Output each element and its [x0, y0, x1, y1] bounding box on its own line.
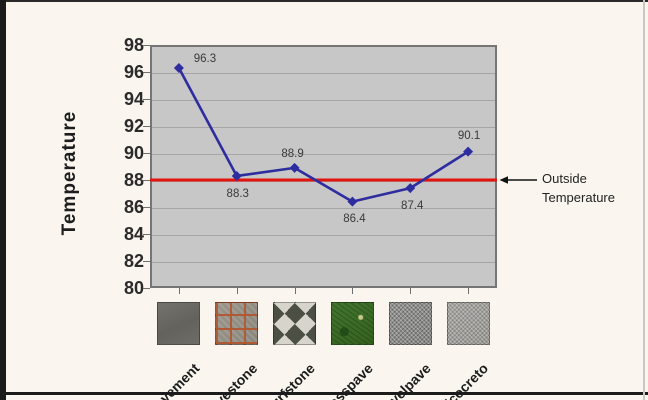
y-tick-label: 92 [123, 116, 144, 136]
y-tick-mark [143, 234, 150, 235]
frame-left-border [0, 0, 6, 400]
x-tick-mark [237, 288, 238, 294]
data-point-marker [173, 62, 184, 73]
plot-area [150, 45, 497, 288]
y-tick-mark [143, 45, 150, 46]
gridline [152, 100, 495, 101]
data-point-label: 96.3 [193, 52, 217, 65]
y-tick-label: 86 [123, 197, 144, 217]
gridline [152, 262, 495, 263]
gridline [152, 127, 495, 128]
frame-top-border [0, 0, 648, 2]
y-tick-label: 82 [123, 251, 144, 271]
y-tick-mark [143, 126, 150, 127]
data-point-marker [289, 162, 300, 173]
swatch-grasspave-grass [331, 302, 374, 345]
data-point-label: 88.3 [226, 187, 249, 200]
y-tick-label: 88 [123, 170, 144, 190]
frame-right-border [643, 0, 645, 400]
y-tick-mark [143, 72, 150, 73]
x-tick-mark [352, 288, 353, 294]
y-tick-label: 80 [123, 278, 144, 298]
x-tick-mark [179, 288, 180, 294]
y-tick-mark [143, 180, 150, 181]
gridline [152, 73, 495, 74]
data-point-marker [405, 183, 416, 194]
y-tick-mark [143, 99, 150, 100]
y-tick-label: 90 [123, 143, 144, 163]
y-tick-mark [143, 288, 150, 289]
annotation-line-2: Temperature [542, 190, 615, 205]
gridline [152, 208, 495, 209]
y-tick-mark [143, 207, 150, 208]
x-tick-mark [468, 288, 469, 294]
annotation-arrow-head [499, 176, 508, 184]
y-tick-mark [143, 261, 150, 262]
data-point-label: 87.4 [401, 200, 424, 213]
data-point-label: 90.1 [457, 129, 481, 142]
swatch-gravelpave-gravel [389, 302, 432, 345]
frame-bottom-border [0, 392, 648, 395]
y-tick-label: 94 [123, 89, 144, 109]
y-tick-mark [143, 153, 150, 154]
data-point-marker [231, 170, 242, 181]
temperature-series-line [177, 67, 469, 203]
x-tick-mark [410, 288, 411, 294]
data-point-label: 86.4 [343, 212, 366, 225]
y-tick-label: 98 [123, 35, 144, 55]
swatch-pavestone-pavers [215, 302, 258, 345]
outside-temp-annotation: Outside Temperature [542, 169, 615, 207]
data-point-label: 88.9 [281, 147, 304, 160]
x-tick-mark [295, 288, 296, 294]
data-point-marker [347, 196, 358, 207]
gridline [152, 154, 495, 155]
y-tick-label: 96 [123, 62, 144, 82]
annotation-line-1: Outside [542, 171, 587, 186]
y-tick-label: 84 [123, 224, 144, 244]
data-point-marker [463, 146, 474, 157]
swatch-ecocreto-concrete [447, 302, 490, 345]
swatch-asphalt-pavement [157, 302, 200, 345]
swatch-turfstone-lattice [273, 302, 316, 345]
gridline [152, 235, 495, 236]
